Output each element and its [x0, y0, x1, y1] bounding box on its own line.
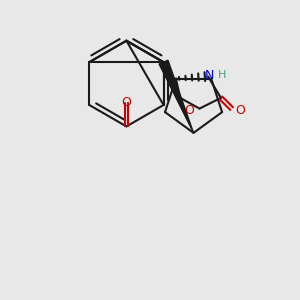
Text: O: O	[184, 104, 194, 117]
Text: N: N	[204, 69, 214, 82]
Text: O: O	[235, 104, 245, 117]
Text: H: H	[218, 70, 226, 80]
Polygon shape	[159, 60, 194, 133]
Text: O: O	[122, 96, 131, 110]
